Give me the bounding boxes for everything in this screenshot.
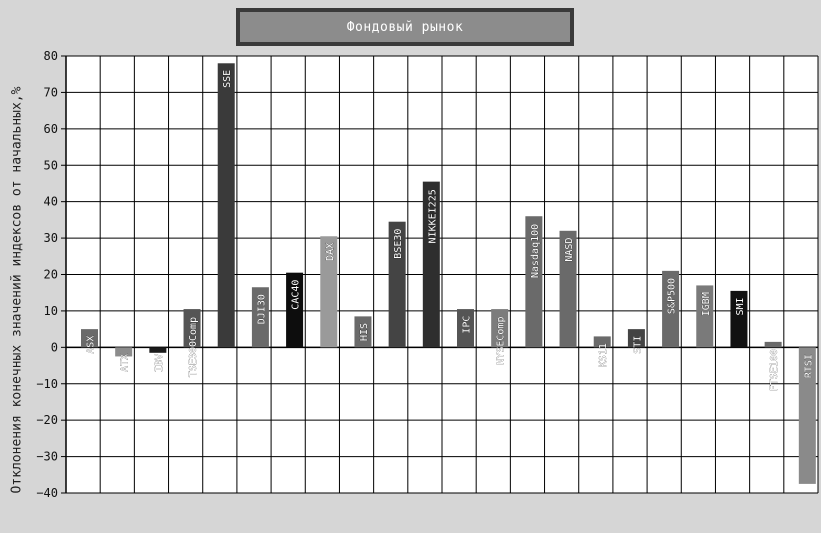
category-label: Nasdaq100 bbox=[530, 224, 541, 278]
bar-ipc bbox=[457, 309, 474, 348]
y-tick-label: −40 bbox=[36, 486, 58, 500]
y-tick-label: 30 bbox=[44, 231, 58, 245]
bar-sti bbox=[627, 329, 645, 348]
bar-rtsi bbox=[798, 347, 816, 484]
y-tick-label: 80 bbox=[44, 49, 58, 63]
category-label: S&P500 bbox=[667, 278, 678, 314]
bar-cac40 bbox=[286, 272, 304, 348]
bar-bse30 bbox=[388, 221, 406, 348]
y-tick-label: −10 bbox=[36, 377, 58, 391]
category-label: IBV bbox=[154, 354, 165, 372]
y-tick-label: 0 bbox=[51, 340, 58, 354]
y-tick-label: 50 bbox=[44, 158, 58, 172]
category-label: NYSEComp bbox=[496, 317, 507, 365]
y-tick-label: 60 bbox=[44, 122, 58, 136]
bar-tse300comp bbox=[183, 309, 201, 348]
category-label: NIKKEI225 bbox=[427, 189, 438, 243]
bar-igbm bbox=[696, 285, 714, 348]
category-label: IPC bbox=[462, 316, 473, 334]
bar-ks11 bbox=[593, 336, 611, 348]
category-label: KS11 bbox=[598, 343, 609, 367]
category-label: DAX bbox=[325, 243, 336, 261]
category-label: NASD bbox=[564, 238, 575, 262]
y-tick-label: 10 bbox=[44, 304, 58, 318]
bar-sp500 bbox=[662, 270, 680, 348]
category-label: BSE30 bbox=[393, 229, 404, 259]
bar-nikkei225 bbox=[422, 181, 440, 348]
bar-smi bbox=[730, 290, 748, 348]
bar-his bbox=[354, 316, 372, 348]
category-label: CAC40 bbox=[291, 280, 302, 310]
y-tick-label: 40 bbox=[44, 195, 58, 209]
category-label: SMI bbox=[735, 297, 746, 315]
category-label: FTSE100 bbox=[769, 349, 780, 391]
bar-nasd bbox=[559, 230, 577, 348]
category-label: SSE bbox=[222, 70, 233, 88]
y-tick-label: −20 bbox=[36, 413, 58, 427]
bar-atx bbox=[115, 347, 133, 357]
category-label: IGBM bbox=[701, 292, 712, 316]
bar-ibv bbox=[149, 347, 167, 353]
bar-dji30 bbox=[251, 287, 269, 348]
category-label: HIS bbox=[359, 323, 370, 341]
bar-nysecomp bbox=[491, 309, 509, 348]
category-label: STI bbox=[632, 336, 643, 354]
category-label: ATX bbox=[120, 354, 131, 372]
category-label: TSE300Comp bbox=[188, 317, 199, 377]
y-tick-label: −30 bbox=[36, 450, 58, 464]
category-label: ASX bbox=[86, 336, 97, 354]
y-tick-label: 20 bbox=[44, 268, 58, 282]
bar-nasdaq100 bbox=[525, 216, 543, 348]
category-label: RTSI bbox=[803, 354, 814, 378]
chart-title: Фондовый рынок bbox=[240, 12, 570, 42]
category-label: DJI30 bbox=[256, 294, 267, 324]
bar-asx bbox=[81, 329, 98, 348]
bar-sse bbox=[217, 63, 235, 348]
chart-title-box: Фондовый рынок bbox=[236, 8, 574, 46]
bar-ftse100 bbox=[764, 341, 782, 348]
bar-dax bbox=[320, 236, 338, 348]
y-tick-label: 70 bbox=[44, 85, 58, 99]
